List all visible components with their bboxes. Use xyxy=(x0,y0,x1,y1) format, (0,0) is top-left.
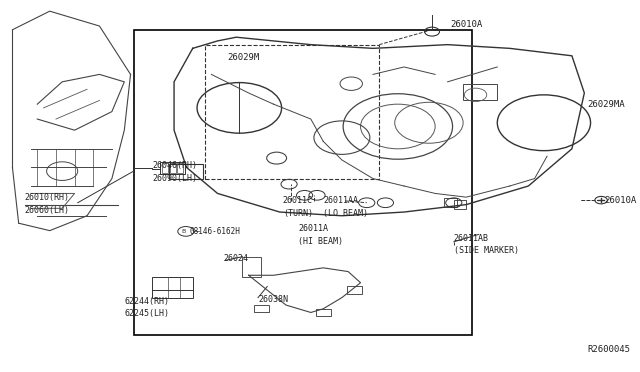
Text: 08146-6162H: 08146-6162H xyxy=(189,227,241,236)
Text: R2600045: R2600045 xyxy=(588,345,630,354)
Text: 26029MA: 26029MA xyxy=(588,100,625,109)
Bar xyxy=(454,200,466,209)
Bar xyxy=(347,286,362,294)
Bar xyxy=(444,198,457,207)
Bar xyxy=(177,163,184,173)
Bar xyxy=(316,309,331,316)
Text: 26010(RH): 26010(RH) xyxy=(25,193,70,202)
Text: 26029M: 26029M xyxy=(227,53,259,62)
Text: 26046(RH): 26046(RH) xyxy=(152,161,197,170)
Bar xyxy=(152,277,193,298)
Bar xyxy=(463,84,497,100)
Text: 26038N: 26038N xyxy=(258,295,288,304)
Bar xyxy=(243,257,261,277)
Text: 62245(LH): 62245(LH) xyxy=(124,309,170,318)
Bar xyxy=(253,305,269,312)
Bar xyxy=(169,164,204,179)
Text: 62244(RH): 62244(RH) xyxy=(124,297,170,306)
Text: 26024: 26024 xyxy=(224,254,249,263)
Text: 26011A: 26011A xyxy=(298,224,328,233)
Text: B: B xyxy=(181,229,186,234)
Text: 26010A: 26010A xyxy=(604,196,637,205)
Bar xyxy=(170,163,176,173)
Text: (HI BEAM): (HI BEAM) xyxy=(298,237,344,246)
Bar xyxy=(134,30,472,335)
Text: 26010A: 26010A xyxy=(451,20,483,29)
Text: 26011AB: 26011AB xyxy=(454,234,489,243)
Text: 26011AA: 26011AA xyxy=(323,196,358,205)
Text: 26011C: 26011C xyxy=(283,196,313,205)
Bar xyxy=(163,163,168,173)
Text: 26060(LH): 26060(LH) xyxy=(25,206,70,215)
Text: (TURN): (TURN) xyxy=(283,209,313,218)
Text: (LO BEAM): (LO BEAM) xyxy=(323,209,368,218)
Bar xyxy=(161,162,185,174)
Bar xyxy=(205,45,379,179)
Text: (SIDE MARKER): (SIDE MARKER) xyxy=(454,246,519,255)
Text: 26090(LH): 26090(LH) xyxy=(152,174,197,183)
